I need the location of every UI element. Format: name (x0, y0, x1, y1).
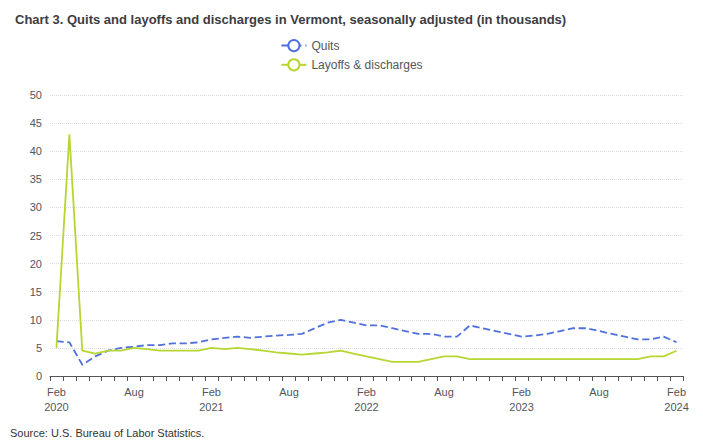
svg-text:2021: 2021 (199, 401, 223, 413)
svg-text:Feb: Feb (202, 386, 221, 398)
svg-text:Layoffs & discharges: Layoffs & discharges (311, 58, 422, 72)
svg-text:Quits: Quits (311, 39, 339, 53)
svg-text:Chart 3. Quits and layoffs and: Chart 3. Quits and layoffs and discharge… (15, 12, 566, 27)
svg-text:5: 5 (36, 342, 42, 354)
svg-text:15: 15 (30, 286, 42, 298)
svg-text:40: 40 (30, 145, 42, 157)
svg-text:2023: 2023 (509, 401, 533, 413)
svg-text:50: 50 (30, 89, 42, 101)
svg-text:20: 20 (30, 258, 42, 270)
svg-text:Aug: Aug (279, 386, 299, 398)
svg-text:Aug: Aug (124, 386, 144, 398)
svg-text:30: 30 (30, 201, 42, 213)
svg-text:25: 25 (30, 230, 42, 242)
svg-text:2022: 2022 (354, 401, 378, 413)
svg-text:35: 35 (30, 173, 42, 185)
svg-text:Aug: Aug (434, 386, 454, 398)
svg-text:2020: 2020 (44, 401, 68, 413)
svg-text:Feb: Feb (667, 386, 686, 398)
svg-text:Feb: Feb (512, 386, 531, 398)
svg-text:10: 10 (30, 314, 42, 326)
svg-text:2024: 2024 (664, 401, 688, 413)
svg-text:0: 0 (36, 370, 42, 382)
svg-text:Aug: Aug (589, 386, 609, 398)
svg-text:Source: U.S. Bureau of Labor S: Source: U.S. Bureau of Labor Statistics. (10, 427, 204, 439)
svg-text:Feb: Feb (47, 386, 66, 398)
svg-text:Feb: Feb (357, 386, 376, 398)
svg-text:45: 45 (30, 117, 42, 129)
